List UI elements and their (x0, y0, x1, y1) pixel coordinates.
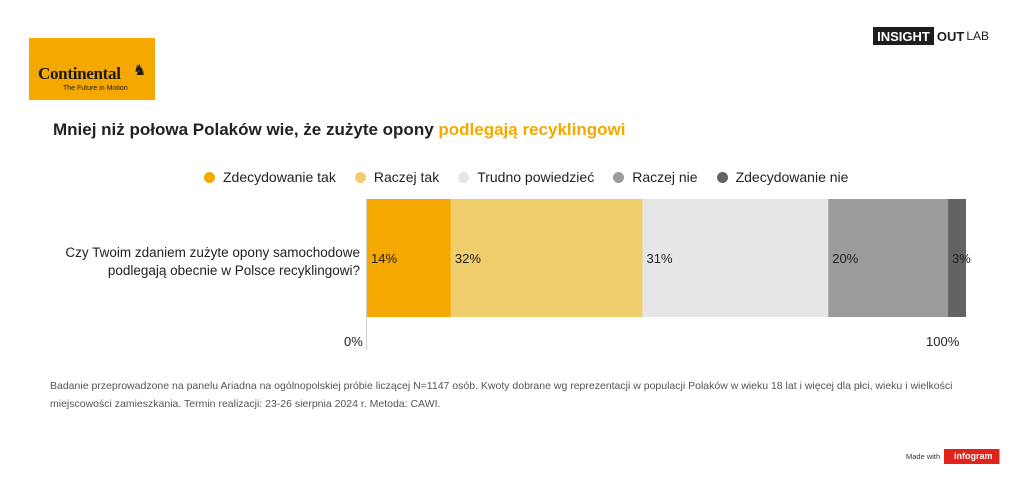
axis-label-0: 0% (344, 334, 363, 349)
legend-item-zdecydowanie-tak[interactable]: Zdecydowanie tak (204, 169, 336, 185)
data-label-3: 20% (832, 251, 858, 266)
horse-icon: ♞ (133, 62, 147, 79)
title-highlight: podlegają recyklingowi (438, 120, 626, 139)
title-main: Mniej niż połowa Polaków wie, że zużyte … (53, 120, 439, 139)
legend-label: Zdecydowanie tak (223, 169, 336, 185)
bar-segment-2[interactable] (642, 199, 829, 317)
legend-label: Trudno powiedzieć (477, 169, 595, 185)
legend-label: Zdecydowanie nie (735, 169, 849, 185)
insight-out-lab-logo: INSIGHT OUT LAB (873, 27, 989, 45)
bar-segment-0[interactable] (367, 199, 451, 317)
axis-label-100: 100% (926, 334, 960, 349)
bar-segment-4[interactable] (948, 199, 966, 317)
legend-dot (716, 171, 728, 183)
logo-wordmark: Continental (38, 64, 121, 83)
legend-dot (613, 171, 625, 183)
legend-label: Raczej tak (373, 169, 440, 185)
legend-item-raczej-nie[interactable]: Raczej nie (613, 169, 698, 185)
legend-dot (458, 171, 470, 183)
infogram-badge[interactable]: infogram (944, 449, 1000, 464)
brand-part-out: OUT (936, 29, 965, 44)
methodology-note: Badanie przeprowadzone na panelu Ariadna… (50, 380, 953, 410)
brand-part-lab: LAB (966, 29, 989, 43)
question-label: Czy Twoim zdaniem zużyte opony samochodo… (65, 245, 360, 278)
bar-segment-1[interactable] (450, 199, 643, 317)
legend-dot (204, 171, 215, 183)
legend-item-zdecydowanie-nie[interactable]: Zdecydowanie nie (716, 169, 849, 185)
bar-segment-3[interactable] (828, 199, 949, 317)
chart-title: Mniej niż połowa Polaków wie, że zużyte … (53, 120, 625, 140)
made-with-label: Made with (906, 452, 941, 461)
data-label-4: 3% (952, 251, 971, 266)
data-label-0: 14% (371, 251, 397, 266)
legend-label: Raczej nie (632, 169, 698, 185)
data-label-2: 31% (647, 251, 673, 266)
brand-part-insight: INSIGHT (873, 27, 934, 45)
legend-dot (354, 171, 366, 183)
data-label-1: 32% (455, 251, 481, 266)
legend-item-trudno-powiedziec[interactable]: Trudno powiedzieć (458, 169, 594, 185)
continental-logo: Continental ♞ The Future in Motion (29, 38, 155, 100)
legend: Zdecydowanie tak Raczej tak Trudno powie… (204, 169, 867, 185)
legend-item-raczej-tak[interactable]: Raczej tak (354, 169, 440, 185)
logo-tagline: The Future in Motion (63, 85, 128, 92)
